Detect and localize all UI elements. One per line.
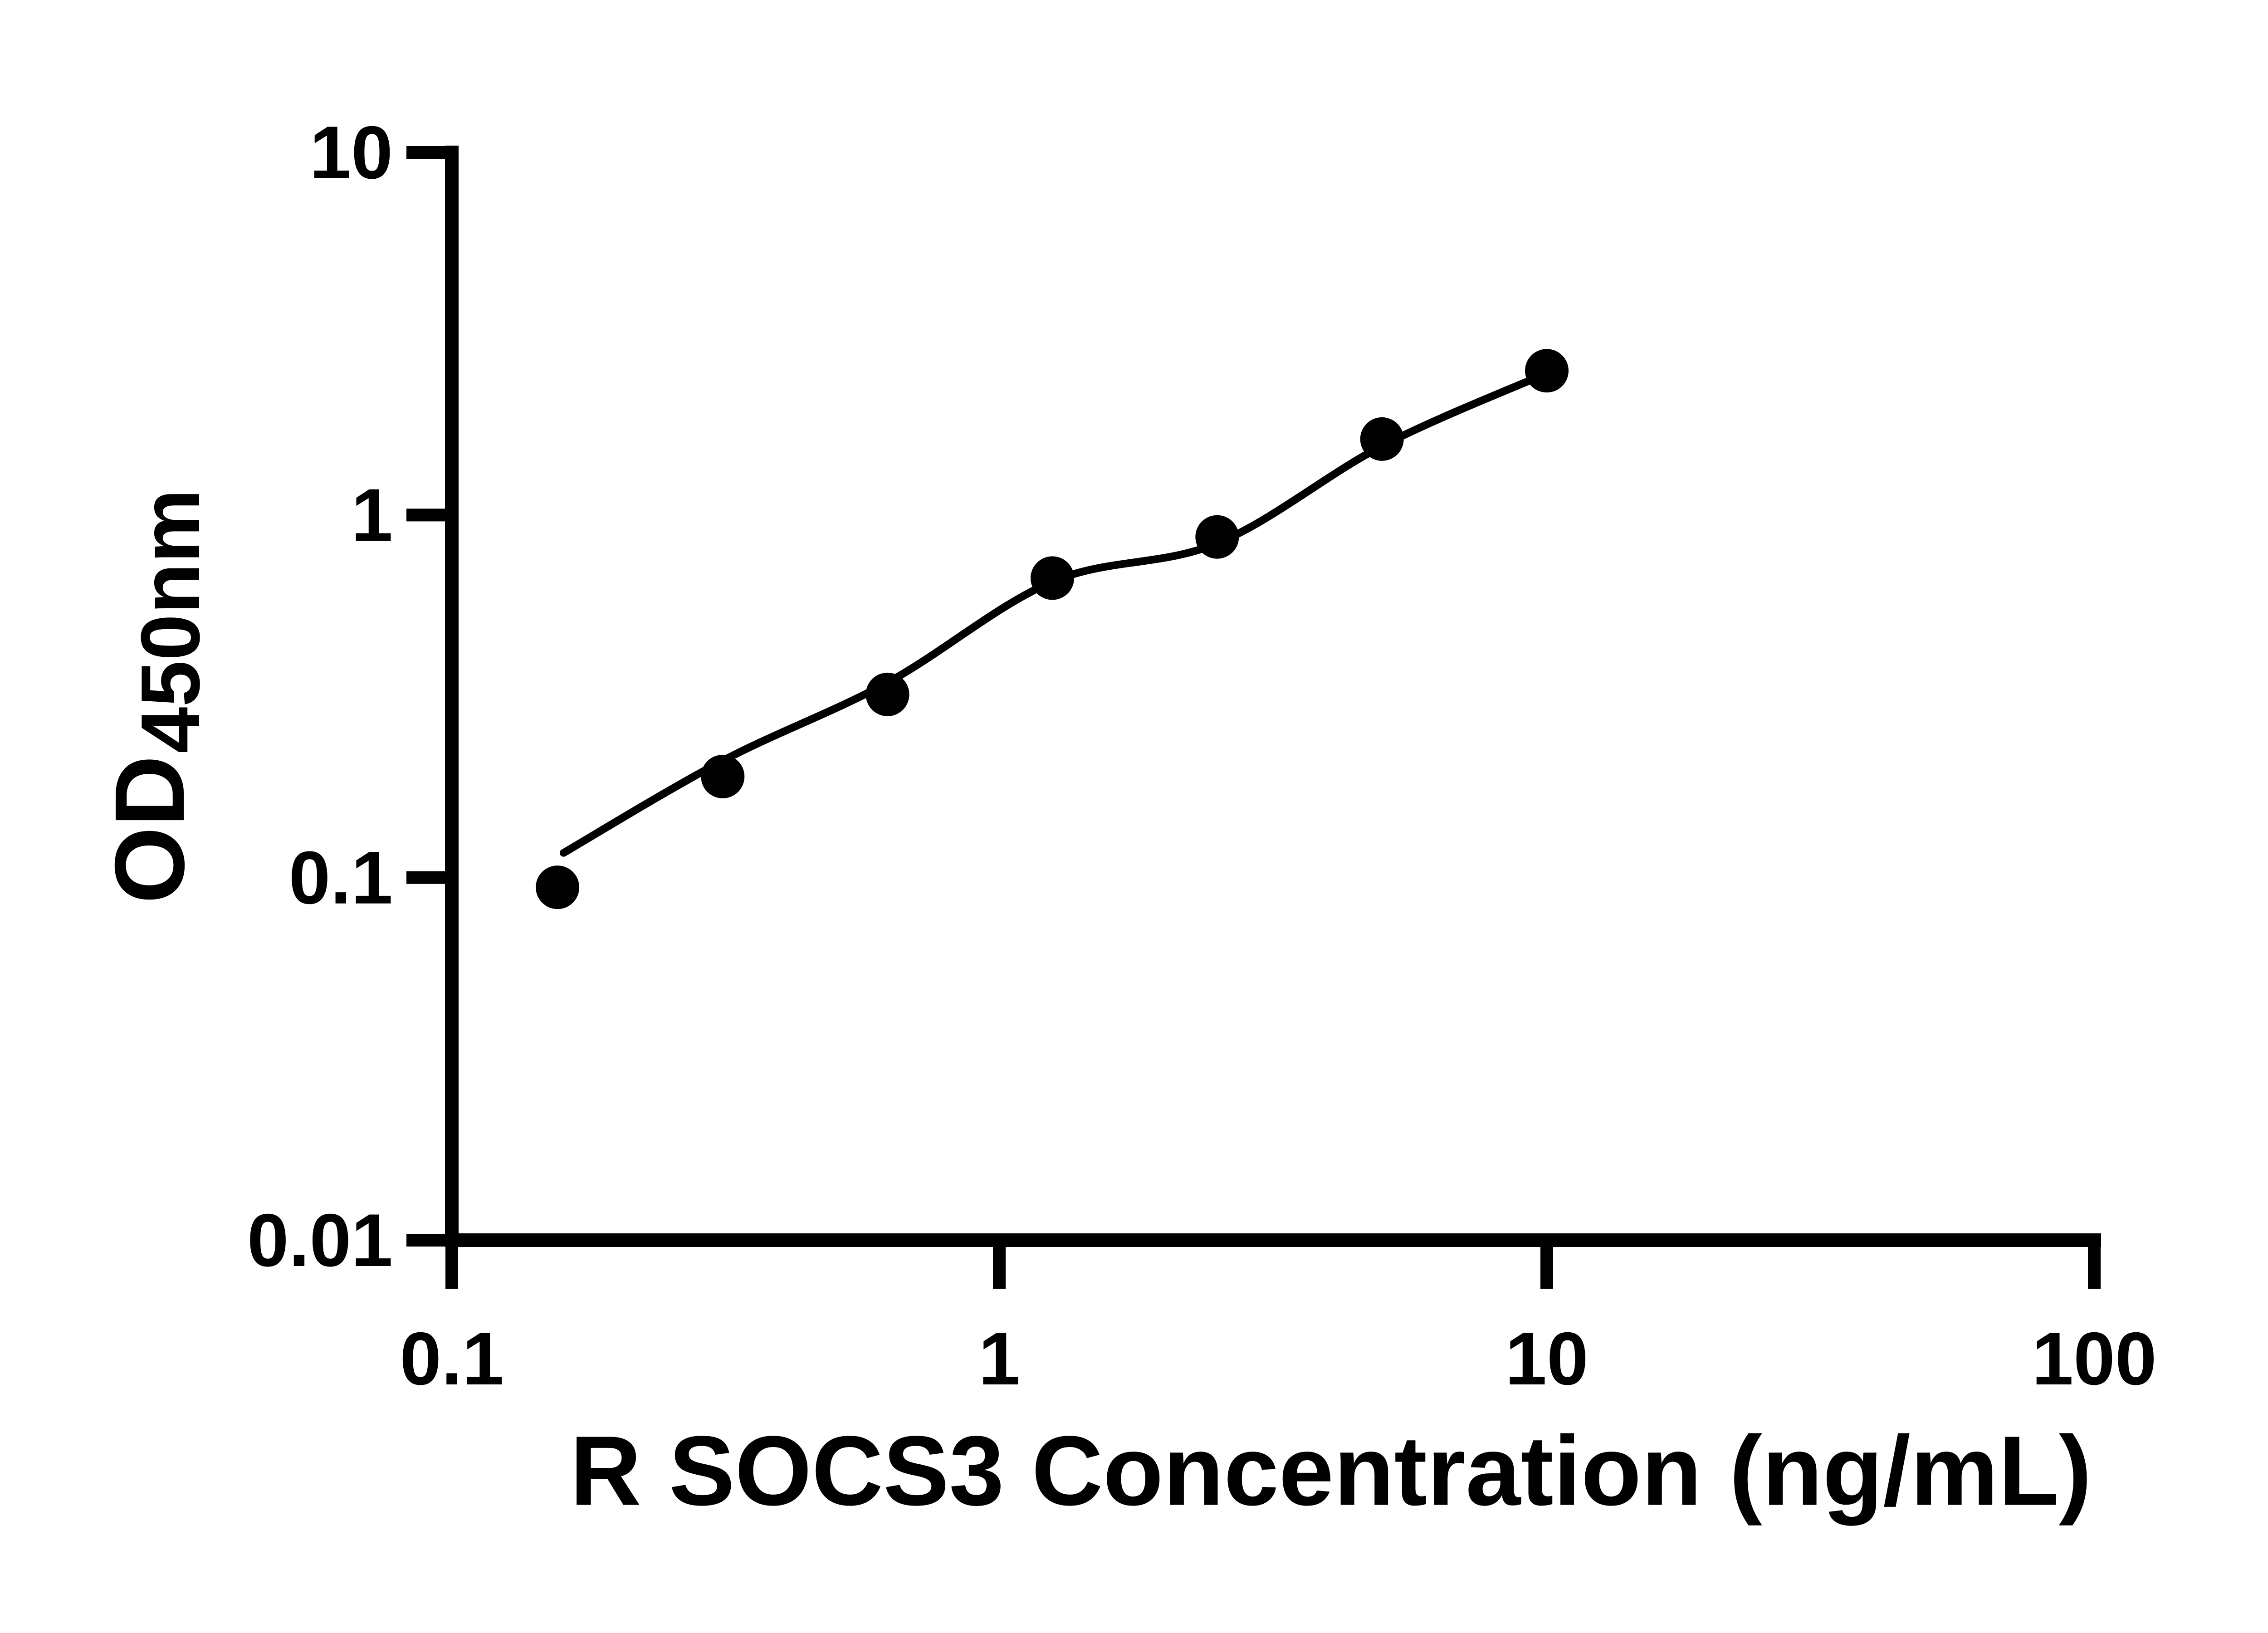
data-point [1360, 417, 1404, 461]
data-point [1525, 349, 1569, 393]
x-tick-label: 0.1 [400, 1317, 503, 1400]
data-point [1195, 515, 1239, 559]
x-tick-label: 1 [978, 1317, 1020, 1400]
data-point [536, 865, 580, 909]
y-tick-label: 1 [351, 473, 393, 557]
y-tick-label: 10 [309, 111, 393, 194]
y-axis-title-base: OD [95, 755, 205, 904]
y-tick-label: 0.1 [289, 836, 393, 919]
data-point [865, 672, 909, 716]
y-axis-title-subscript: 450nm [123, 489, 217, 753]
x-tick-label: 10 [1505, 1317, 1589, 1400]
y-axis-title: OD 450nm [95, 489, 217, 904]
x-axis-title: R SOCS3 Concentration (ng/mL) [570, 1416, 2092, 1526]
y-tick-label: 0.01 [247, 1198, 393, 1282]
x-tick-label: 100 [2032, 1317, 2156, 1400]
data-point [701, 754, 745, 798]
data-point [1031, 556, 1074, 600]
